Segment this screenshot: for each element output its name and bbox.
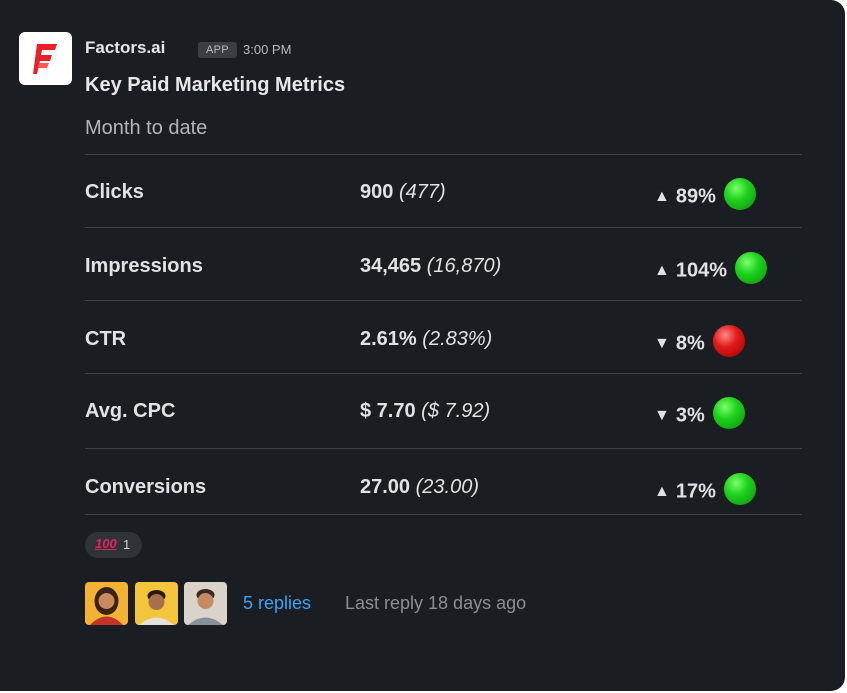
previous-value: (477) [398,181,446,203]
red-circle-icon [712,325,745,357]
avatar[interactable] [85,582,128,625]
divider [85,373,802,374]
metric-name: Avg. CPC [85,400,176,422]
avatar[interactable] [184,582,227,625]
current-value: 2.61% [360,328,417,350]
message-timestamp[interactable]: 3:00 PM [243,42,292,57]
metric-row-impressions: Impressions 34,465 (16,870) ▲ 104% [85,243,802,293]
metric-row-conversions: Conversions 27.00 (23.00) ▲ 17% [85,464,802,514]
sender-name[interactable]: Factors.ai [85,38,166,57]
arrow-up-icon: ▲ [654,483,670,501]
divider [85,154,802,155]
metric-row-avg-cpc: Avg. CPC $ 7.70 ($ 7.92) ▼ 3% [85,388,802,438]
current-value: 27.00 [360,476,411,498]
green-circle-icon [735,252,767,284]
current-value: 900 [360,181,394,203]
metric-name: Conversions [85,476,207,498]
arrow-down-icon: ▼ [654,407,670,425]
metric-change: ▲ 89% [654,178,756,213]
divider [85,514,802,515]
metric-change: ▲ 17% [654,473,756,508]
green-circle-icon [723,473,756,505]
previous-value: (2.83%) [422,328,493,350]
avatar[interactable] [135,582,178,625]
metric-name: CTR [85,328,127,350]
reaction-count: 1 [123,537,131,552]
metric-value: 900 (477) [360,181,446,204]
metric-value: 27.00 (23.00) [360,476,479,499]
hundred-points-icon: 100 [95,536,117,551]
change-percent: 104% [675,259,727,282]
metric-name: Impressions [85,255,203,277]
metric-value: 34,465 (16,870) [360,255,501,278]
previous-value: (23.00) [415,476,479,498]
reaction-hundred[interactable]: 100 1 [85,532,142,558]
app-badge: APP [198,42,237,58]
divider [85,227,802,228]
metric-value: 2.61% (2.83%) [360,328,492,351]
arrow-down-icon: ▼ [654,335,670,353]
metric-change: ▲ 104% [654,252,767,287]
factors-logo-icon[interactable] [19,32,72,85]
previous-value: (16,870) [426,255,502,277]
arrow-up-icon: ▲ [654,188,670,206]
replies-link[interactable]: 5 replies [243,593,312,613]
metric-value: $ 7.70 ($ 7.92) [360,400,490,423]
divider [85,448,802,449]
metric-name: Clicks [85,181,144,203]
message-subtitle: Month to date [85,117,208,139]
change-percent: 89% [675,185,716,208]
current-value: $ 7.70 [360,400,416,422]
green-circle-icon [712,397,745,429]
metric-change: ▼ 3% [654,397,745,432]
metric-row-ctr: CTR 2.61% (2.83%) ▼ 8% [85,316,802,366]
previous-value: ($ 7.92) [421,400,491,422]
message-title: Key Paid Marketing Metrics [85,74,346,96]
change-percent: 3% [675,404,705,427]
green-circle-icon [723,178,756,210]
divider [85,300,802,301]
metric-row-clicks: Clicks 900 (477) ▲ 89% [85,169,802,219]
change-percent: 8% [675,332,705,355]
change-percent: 17% [675,480,716,503]
arrow-up-icon: ▲ [654,262,670,280]
last-reply-text: Last reply 18 days ago [345,593,527,613]
current-value: 34,465 [360,255,422,277]
metric-change: ▼ 8% [654,325,745,360]
